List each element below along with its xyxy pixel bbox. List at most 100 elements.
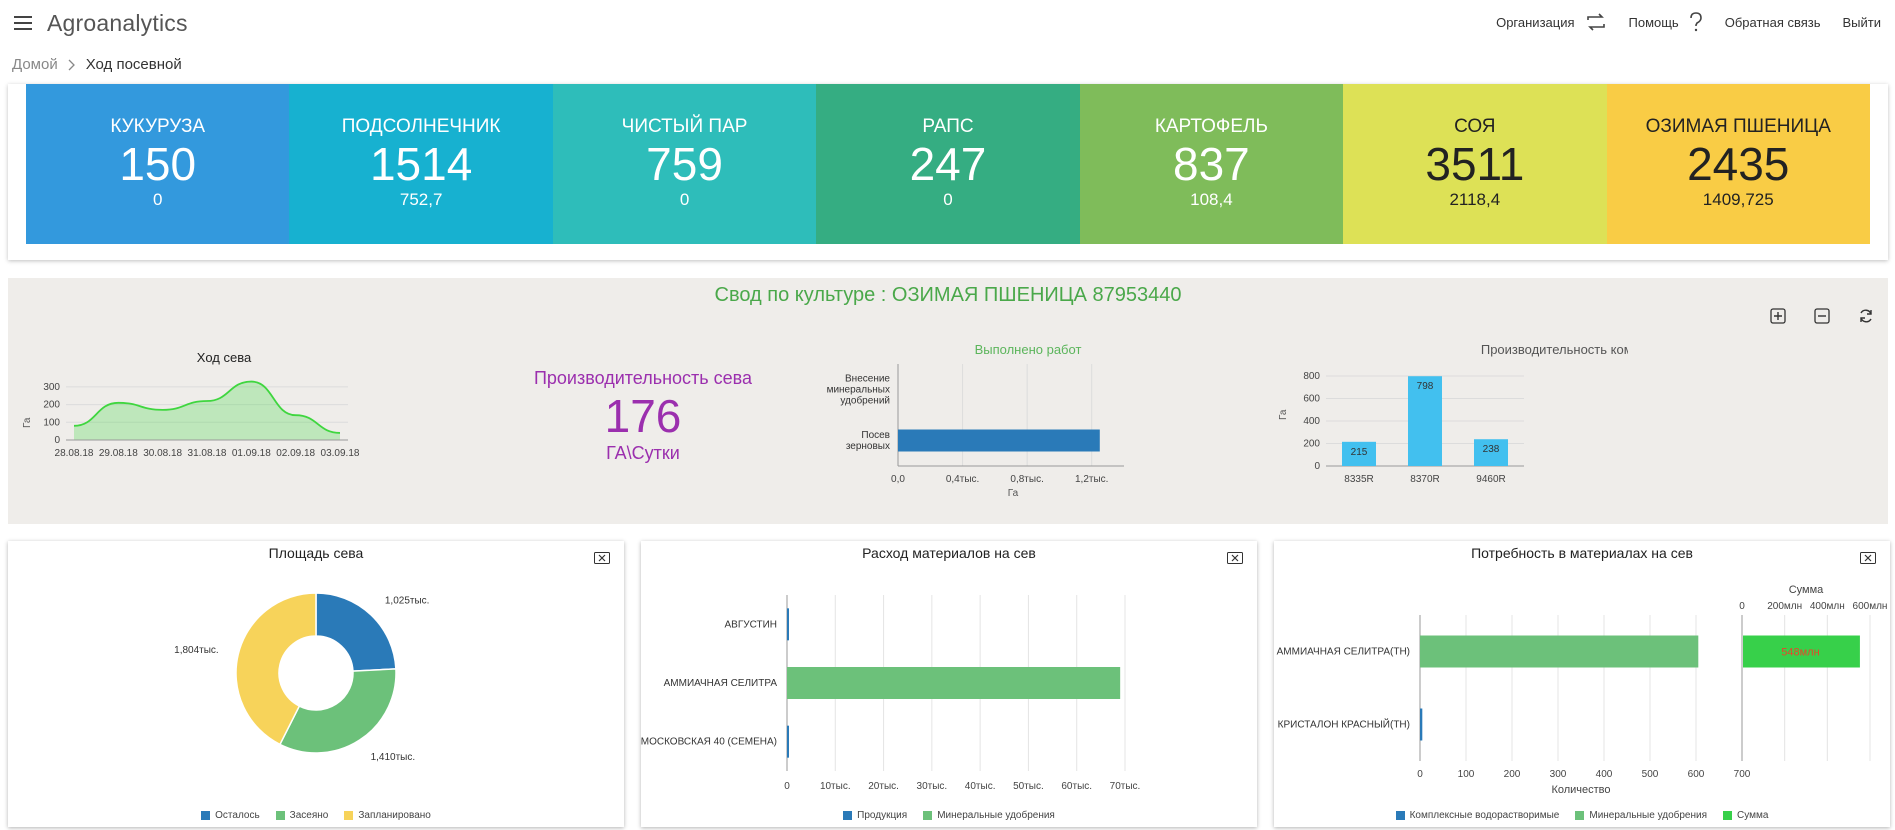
legend-item[interactable]: Минеральные удобрения bbox=[1575, 810, 1707, 821]
category-label: АВГУСТИН bbox=[724, 619, 777, 630]
legend-swatch bbox=[344, 811, 354, 820]
x-tick-label: 100 bbox=[1458, 769, 1475, 780]
tile-sub: 108,4 bbox=[1190, 190, 1233, 209]
crop-tile-potato[interactable]: Картофель 837 108,4 bbox=[1079, 84, 1344, 244]
tile-name: Кукуруза bbox=[110, 116, 206, 137]
series-line bbox=[73, 380, 341, 434]
tile-name: Подсолнечник bbox=[341, 116, 501, 137]
data-label: 1,410тыс. bbox=[371, 752, 416, 763]
close-icon[interactable] bbox=[1227, 552, 1243, 564]
tile-sub: 0 bbox=[679, 190, 690, 209]
legend-item[interactable]: Минеральные удобрения bbox=[923, 810, 1055, 821]
nav-help[interactable]: Помощь bbox=[1629, 12, 1703, 32]
chart-title: Выполнено работ bbox=[975, 342, 1082, 357]
tile-name: Рапс bbox=[922, 116, 974, 137]
x-tick-label: 70тыс. bbox=[1110, 781, 1141, 792]
crop-tile-rapeseed[interactable]: Рапс 247 0 bbox=[816, 84, 1080, 244]
crop-tile-winter-wheat[interactable]: Озимая пшеница 2435 1409,725 bbox=[1606, 84, 1870, 244]
close-icon[interactable] bbox=[594, 552, 610, 564]
x-tick-label: 50тыс. bbox=[1013, 781, 1044, 792]
tile-sub: 752,7 bbox=[399, 190, 443, 209]
bar bbox=[1420, 635, 1699, 668]
materials-demand-chart: 0 100 200 300 400 500 600 700 0 200млн 400млн 600мл… bbox=[1277, 584, 1888, 796]
legend-item[interactable]: Комплексные водорастворимые bbox=[1395, 810, 1560, 821]
zoom-in-icon[interactable] bbox=[1770, 308, 1786, 324]
x-tick-label: 8335R bbox=[1344, 474, 1373, 485]
tile-value: 2435 bbox=[1687, 138, 1790, 190]
productivity-title: Производительность сева bbox=[533, 368, 753, 388]
chart-title: Ход сева bbox=[197, 350, 252, 365]
x-tick-label: 9460R bbox=[1476, 474, 1505, 485]
legend-item[interactable]: Сумма bbox=[1723, 810, 1768, 821]
breadcrumb-home[interactable]: Домой bbox=[12, 56, 58, 73]
tile-value: 837 bbox=[1173, 138, 1250, 190]
nav-help-label: Помощь bbox=[1628, 14, 1679, 30]
nav-organization-label: Организация bbox=[1496, 14, 1575, 30]
sync-icon bbox=[1586, 13, 1605, 31]
app-title: Agroanalytics bbox=[47, 10, 188, 36]
tile-value: 247 bbox=[909, 138, 987, 190]
legend-swatch bbox=[1395, 811, 1405, 820]
x-axis-label: Количество bbox=[1551, 784, 1610, 796]
data-label: 215 bbox=[1351, 447, 1368, 458]
nav-logout[interactable]: Выйти bbox=[1842, 14, 1882, 30]
legend-swatch bbox=[843, 811, 853, 820]
crop-tiles: Кукуруза 150 0 Подсолнечник 1514 752,7 Чисты… bbox=[26, 84, 1870, 244]
tile-name: Соя bbox=[1454, 116, 1496, 137]
tile-sub: 1409,725 bbox=[1702, 190, 1774, 209]
x-tick-label: 03.09.18 bbox=[321, 448, 360, 459]
y-axis-label: Га bbox=[1278, 409, 1289, 420]
nav-organization[interactable]: Организация bbox=[1496, 13, 1606, 31]
x-tick-label: 0 bbox=[1417, 769, 1423, 780]
x-tick-label: 20тыс. bbox=[868, 781, 899, 792]
materials-demand-panel: Потребность в материалах на сев 0 100 200 3… bbox=[1274, 541, 1890, 827]
category-label: АММИАЧНАЯ СЕЛИТРА(ТН) bbox=[1277, 647, 1410, 658]
legend-item[interactable]: Запланировано bbox=[344, 810, 431, 821]
y-tick-label: 600 bbox=[1303, 394, 1320, 405]
legend-label: Засеяно bbox=[289, 810, 329, 821]
x-tick-label: 600 bbox=[1688, 769, 1705, 780]
x-tick-label: 400 bbox=[1596, 769, 1613, 780]
crop-tiles-panel: Кукуруза 150 0 Подсолнечник 1514 752,7 Чисты… bbox=[8, 84, 1888, 260]
x-tick-label: 28.08.18 bbox=[55, 448, 94, 459]
refresh-icon[interactable] bbox=[1858, 308, 1874, 324]
bar bbox=[787, 667, 1121, 699]
sowing-area-panel: Площадь сева 1,025тыс. 1,410тыс. 1,804тыс.… bbox=[8, 541, 624, 827]
legend-item[interactable]: Осталось bbox=[201, 810, 260, 821]
complex-productivity-chart: Производительность комплексов Га 0 200 400… bbox=[1278, 342, 1628, 485]
bar bbox=[787, 608, 789, 641]
crop-tile-sunflower[interactable]: Подсолнечник 1514 752,7 bbox=[289, 84, 553, 244]
x-tick-label: 200 bbox=[1504, 769, 1521, 780]
y-tick-label: 0 bbox=[54, 435, 60, 446]
data-label: 1,804тыс. bbox=[174, 645, 219, 656]
zoom-out-icon[interactable] bbox=[1814, 308, 1830, 324]
legend-item[interactable]: Продукция bbox=[843, 810, 907, 821]
x-tick-label: 300 bbox=[1550, 769, 1567, 780]
crop-tile-fallow[interactable]: Чистый пар 759 0 bbox=[552, 84, 817, 244]
data-label: 798 bbox=[1417, 381, 1434, 392]
summary-tools bbox=[1742, 308, 1874, 324]
sowing-area-pie-chart: 1,025тыс. 1,410тыс. 1,804тыс. bbox=[174, 592, 429, 763]
y-tick-label: 100 bbox=[43, 417, 60, 428]
legend-swatch bbox=[275, 811, 285, 820]
x2-tick-label: 200млн bbox=[1767, 601, 1802, 612]
y-tick-label: 800 bbox=[1303, 371, 1320, 382]
breadcrumb-current: Ход посевной bbox=[85, 56, 182, 73]
y-tick-label: 200 bbox=[1303, 439, 1320, 450]
close-icon[interactable] bbox=[1860, 552, 1876, 564]
x2-tick-label: 400млн bbox=[1810, 601, 1845, 612]
crop-tile-corn[interactable]: Кукуруза 150 0 bbox=[26, 84, 290, 244]
legend-swatch bbox=[1575, 811, 1585, 820]
nav-feedback[interactable]: Обратная связь bbox=[1724, 14, 1821, 30]
tile-name: Озимая пшеница bbox=[1645, 116, 1831, 137]
tile-value: 759 bbox=[646, 138, 723, 190]
y-tick-label: 400 bbox=[1303, 416, 1320, 427]
legend-item[interactable]: Засеяно bbox=[275, 810, 329, 821]
crop-tile-soy[interactable]: Соя 3511 2118,4 bbox=[1343, 84, 1607, 244]
legend-label: Комплексные водорастворимые bbox=[1409, 810, 1560, 821]
hamburger-menu-icon[interactable] bbox=[14, 16, 32, 30]
legend-label: Минеральные удобрения bbox=[937, 810, 1055, 821]
tile-value: 150 bbox=[119, 138, 197, 190]
tile-sub: 2118,4 bbox=[1449, 190, 1501, 209]
x-tick-label: 8370R bbox=[1410, 474, 1439, 485]
